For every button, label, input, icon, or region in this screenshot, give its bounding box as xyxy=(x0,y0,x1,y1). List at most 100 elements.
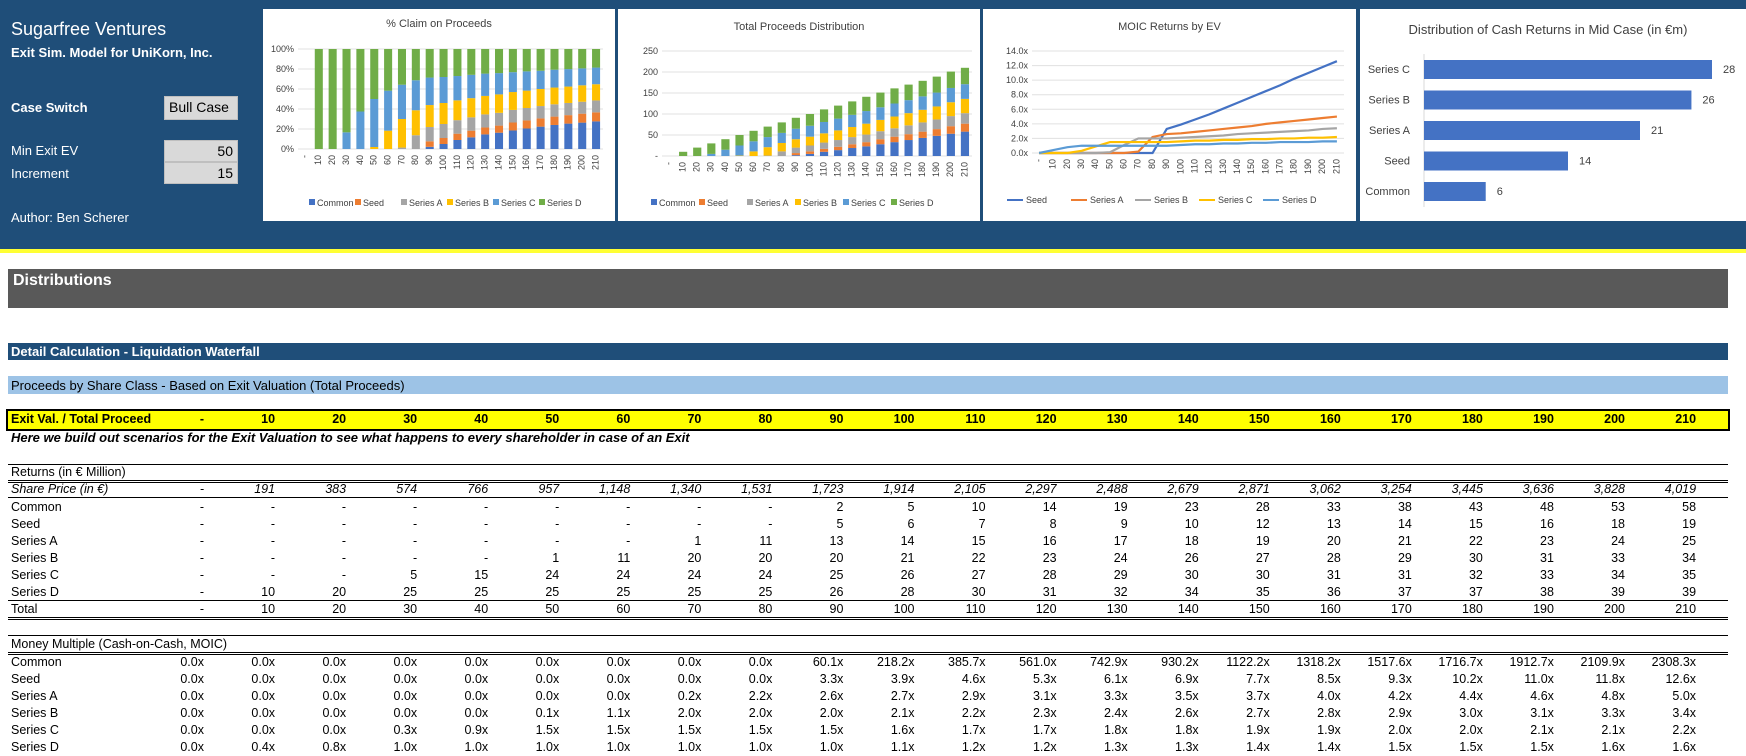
moic-cell[interactable]: 0.0x xyxy=(464,706,489,720)
returns-cell[interactable]: 23 xyxy=(1540,534,1554,548)
moic-cell[interactable]: 1.0x xyxy=(748,740,773,754)
moic-cell[interactable]: 6.1x xyxy=(1104,672,1128,686)
moic-cell[interactable]: 1.7x xyxy=(1032,723,1057,737)
exit-value-cell[interactable]: 100 xyxy=(893,412,915,426)
moic-cell[interactable]: 1.0x xyxy=(464,740,489,754)
returns-cell[interactable]: 11 xyxy=(759,534,773,548)
total-cell[interactable]: 60 xyxy=(616,602,631,616)
moic-cell[interactable]: 3.1x xyxy=(1032,689,1057,703)
exit-value-cell[interactable]: 210 xyxy=(1675,412,1697,426)
total-cell[interactable]: 150 xyxy=(1248,602,1270,616)
returns-cell[interactable]: 39 xyxy=(1611,585,1625,599)
returns-cell[interactable]: 58 xyxy=(1682,500,1697,514)
exit-value-cell[interactable]: 130 xyxy=(1106,412,1128,426)
returns-cell[interactable]: - xyxy=(697,517,702,531)
moic-cell[interactable]: 0.0x xyxy=(322,706,347,720)
returns-cell[interactable]: 5 xyxy=(907,500,915,514)
total-cell[interactable]: 180 xyxy=(1462,602,1483,616)
moic-cell[interactable]: 4.4x xyxy=(1459,689,1483,703)
moic-cell[interactable]: 1.0x xyxy=(393,740,418,754)
moic-cell[interactable]: 3.1x xyxy=(1530,706,1554,720)
returns-cell[interactable]: 12 xyxy=(1255,517,1270,531)
moic-cell[interactable]: 1.5x xyxy=(1459,740,1483,754)
returns-cell[interactable]: 25 xyxy=(474,585,489,599)
moic-cell[interactable]: 0.0x xyxy=(251,655,276,669)
exit-value-cell[interactable]: 80 xyxy=(758,412,773,426)
moic-cell[interactable]: 1.0x xyxy=(819,740,844,754)
moic-cell[interactable]: 0.0x xyxy=(251,706,276,720)
returns-cell[interactable]: 19 xyxy=(1255,534,1270,548)
returns-cell[interactable]: - xyxy=(270,517,276,531)
returns-cell[interactable]: 17 xyxy=(1113,534,1128,548)
share-price-cell[interactable]: 3,828 xyxy=(1593,482,1625,496)
moic-cell[interactable]: 0.0x xyxy=(180,723,204,737)
returns-cell[interactable]: 20 xyxy=(829,551,844,565)
returns-cell[interactable]: 30 xyxy=(1255,568,1270,582)
moic-cell[interactable]: 218.2x xyxy=(876,655,915,669)
total-cell[interactable]: - xyxy=(199,602,204,616)
moic-cell[interactable]: 1.9x xyxy=(1246,723,1270,737)
total-cell[interactable]: 70 xyxy=(687,602,702,616)
returns-cell[interactable]: 23 xyxy=(1184,500,1199,514)
total-cell[interactable]: 100 xyxy=(893,602,915,616)
returns-cell[interactable]: 13 xyxy=(1326,517,1341,531)
returns-cell[interactable]: 21 xyxy=(900,551,915,565)
returns-cell[interactable]: 43 xyxy=(1468,500,1483,514)
share-price-cell[interactable]: 1,723 xyxy=(812,482,844,496)
returns-cell[interactable]: 38 xyxy=(1397,500,1412,514)
returns-cell[interactable]: 24 xyxy=(758,568,773,582)
returns-cell[interactable]: - xyxy=(484,517,489,531)
moic-cell[interactable]: 0.0x xyxy=(180,672,204,686)
returns-cell[interactable]: 24 xyxy=(1113,551,1128,565)
moic-cell[interactable]: 3.5x xyxy=(1175,689,1199,703)
returns-cell[interactable]: 39 xyxy=(1682,585,1697,599)
returns-cell[interactable]: 14 xyxy=(1397,517,1412,531)
returns-cell[interactable]: 48 xyxy=(1540,500,1554,514)
share-price-cell[interactable]: 957 xyxy=(538,482,560,496)
returns-cell[interactable]: 1 xyxy=(694,534,702,548)
moic-cell[interactable]: 0.0x xyxy=(748,655,773,669)
exit-value-cell[interactable]: 30 xyxy=(403,412,418,426)
moic-cell[interactable]: 0.0x xyxy=(748,672,773,686)
returns-cell[interactable]: 28 xyxy=(900,585,915,599)
moic-cell[interactable]: 3.7x xyxy=(1246,689,1270,703)
returns-cell[interactable]: 8 xyxy=(1049,517,1057,531)
share-price-cell[interactable]: 3,636 xyxy=(1522,482,1554,496)
moic-cell[interactable]: 0.0x xyxy=(606,672,631,686)
moic-cell[interactable]: 1.2x xyxy=(1032,740,1057,754)
returns-cell[interactable]: - xyxy=(626,534,631,548)
moic-cell[interactable]: 0.0x xyxy=(180,706,204,720)
returns-cell[interactable]: 32 xyxy=(1468,568,1483,582)
case-switch-input[interactable]: Bull Case xyxy=(164,96,238,120)
moic-cell[interactable]: 8.5x xyxy=(1317,672,1341,686)
moic-cell[interactable]: 2.7x xyxy=(1246,706,1270,720)
moic-cell[interactable]: 1.7x xyxy=(961,723,986,737)
moic-cell[interactable]: 0.0x xyxy=(322,723,347,737)
moic-cell[interactable]: 2.7x xyxy=(890,689,915,703)
total-cell[interactable]: 40 xyxy=(474,602,489,616)
returns-cell[interactable]: 20 xyxy=(1326,534,1341,548)
share-price-cell[interactable]: 3,445 xyxy=(1451,482,1483,496)
share-price-cell[interactable]: 383 xyxy=(325,482,347,496)
share-price-cell[interactable]: 1,148 xyxy=(599,482,631,496)
returns-cell[interactable]: 22 xyxy=(971,551,986,565)
moic-cell[interactable]: 9.3x xyxy=(1388,672,1412,686)
returns-cell[interactable]: 23 xyxy=(1042,551,1057,565)
moic-cell[interactable]: 1.5x xyxy=(1388,740,1412,754)
moic-cell[interactable]: 1.0x xyxy=(677,740,702,754)
exit-value-cell[interactable]: 120 xyxy=(1035,412,1057,426)
returns-cell[interactable]: 19 xyxy=(1682,517,1697,531)
proceeds-chart-panel[interactable]: Total Proceeds Distribution 250 200 150 100 5… xyxy=(618,9,980,221)
returns-cell[interactable]: 25 xyxy=(616,585,631,599)
moic-cell[interactable]: 561.0x xyxy=(1019,655,1057,669)
moic-cell[interactable]: 2.4x xyxy=(1104,706,1128,720)
total-cell[interactable]: 210 xyxy=(1675,602,1697,616)
moic-cell[interactable]: 1.0x xyxy=(606,740,631,754)
returns-cell[interactable]: - xyxy=(341,551,347,565)
total-cell[interactable]: 50 xyxy=(545,602,560,616)
moic-cell[interactable]: 0.9x xyxy=(464,723,489,737)
moic-cell[interactable]: 742.9x xyxy=(1090,655,1128,669)
moic-cell[interactable]: 0.0x xyxy=(180,740,204,754)
returns-cell[interactable]: - xyxy=(199,585,204,599)
returns-cell[interactable]: - xyxy=(341,500,347,514)
